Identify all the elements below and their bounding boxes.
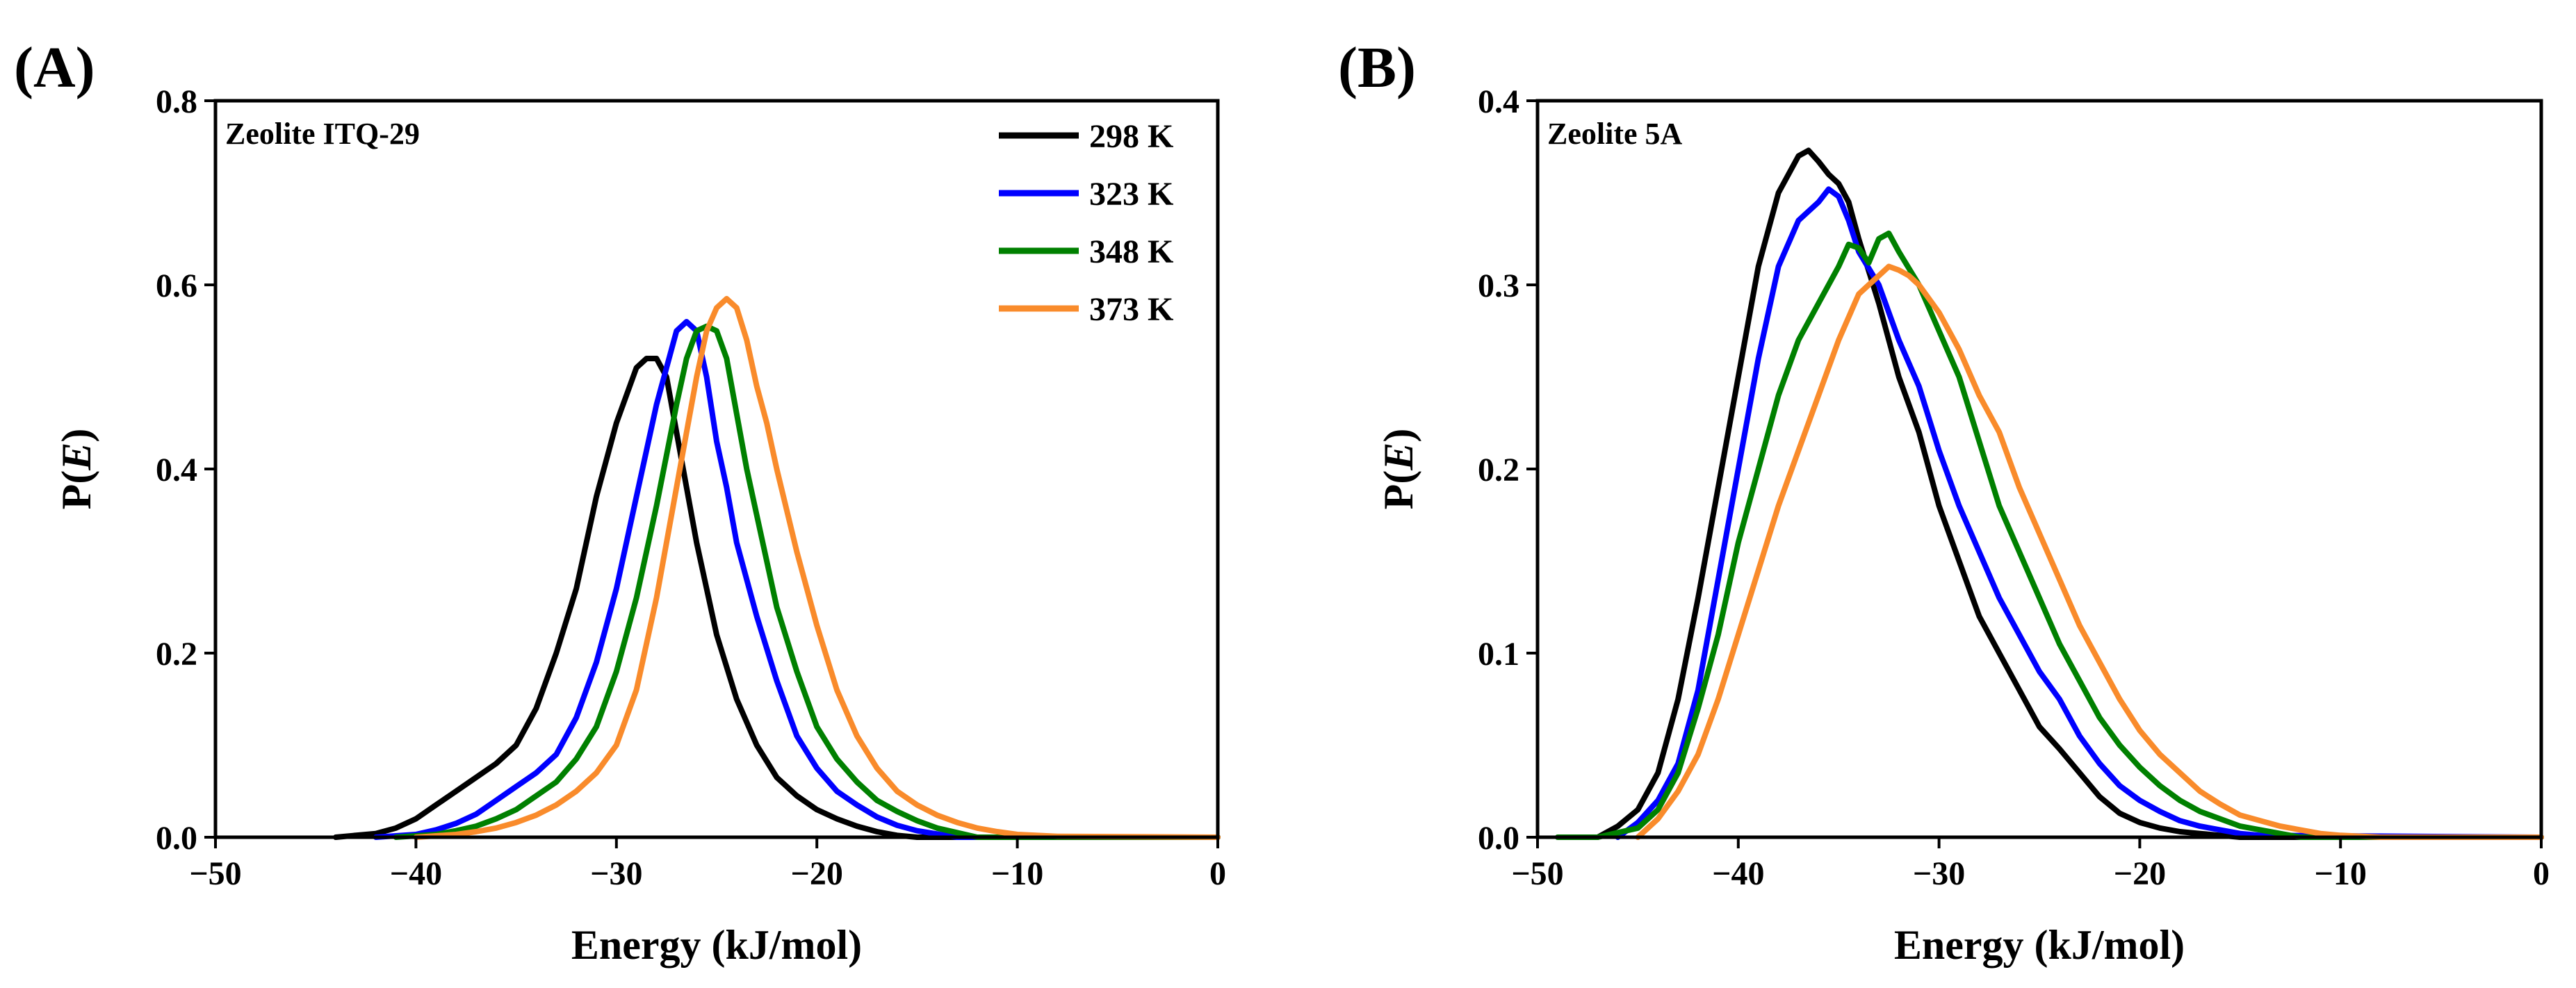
x-axis-title: Energy (kJ/mol) — [571, 922, 862, 968]
y-axis-title-prefix: P( — [1376, 470, 1421, 510]
y-tick-label: 0.6 — [156, 267, 197, 304]
series-line-298k — [1595, 147, 2544, 840]
panel-label: (A) — [14, 35, 95, 100]
series-lines — [333, 295, 1221, 840]
x-axis-title: Energy (kJ/mol) — [1894, 922, 2185, 968]
y-tick-label: 0.4 — [156, 452, 197, 488]
y-tick-label: 0.0 — [1478, 820, 1519, 857]
x-tick-label: −30 — [1913, 855, 1965, 892]
x-tick-label: −40 — [390, 855, 442, 892]
series-line-373k — [413, 295, 1221, 840]
y-tick-label: 0.0 — [156, 820, 197, 857]
legend-label: 298 K — [1089, 118, 1173, 155]
x-tick-label: −20 — [2114, 855, 2166, 892]
y-axis-title: P(E) — [54, 429, 99, 510]
series-lines — [1554, 147, 2544, 840]
x-tick-label: 0 — [1209, 855, 1226, 892]
y-tick-label: 0.8 — [156, 83, 197, 120]
legend-label: 373 K — [1089, 291, 1173, 328]
y-tick-label: 0.2 — [156, 636, 197, 673]
panel-label: (B) — [1338, 35, 1416, 100]
series-line-323k — [1615, 186, 2544, 840]
x-tick-label: −10 — [2315, 855, 2367, 892]
y-tick-label: 0.2 — [1478, 452, 1519, 488]
y-axis-title-prefix: P( — [54, 470, 99, 510]
x-tick-label: 0 — [2533, 855, 2550, 892]
y-axis-title-suffix: ) — [54, 429, 99, 443]
x-tick-label: −20 — [791, 855, 843, 892]
panel-1: (A) −50 −40 −30 −20 −10 0 0.0 0.2 0.4 0.6 0.8 Energy… — [14, 35, 1226, 968]
zeolite-annotation: Zeolite 5A — [1547, 117, 1683, 151]
y-axis-title-variable: E — [1376, 443, 1421, 471]
x-tick-label: −40 — [1712, 855, 1764, 892]
x-tick-label: −30 — [590, 855, 642, 892]
y-axis-title-suffix: ) — [1376, 429, 1421, 443]
x-tick-label: −10 — [991, 855, 1043, 892]
y-tick-label: 0.4 — [1478, 83, 1519, 120]
series-line-373k — [1635, 263, 2544, 840]
legend-label: 323 K — [1089, 176, 1173, 213]
y-tick-label: 0.1 — [1478, 636, 1519, 673]
y-axis-title: P(E) — [1376, 429, 1421, 510]
series-line-348k — [1554, 230, 2544, 840]
legend: 298 K 323 K 348 K 373 K — [999, 118, 1173, 328]
legend-label: 348 K — [1089, 233, 1173, 270]
series-line-323k — [373, 319, 1221, 840]
y-tick-label: 0.3 — [1478, 267, 1519, 304]
series-line-298k — [333, 356, 1221, 840]
x-tick-label: −50 — [1511, 855, 1563, 892]
zeolite-annotation: Zeolite ITQ-29 — [225, 117, 420, 151]
panel-2: (B) −50 −40 −30 −20 −10 0 0.0 0.1 0.2 0.3 0.4 Energy… — [1338, 35, 2550, 968]
y-axis-title-variable: E — [54, 443, 99, 471]
x-tick-label: −50 — [189, 855, 241, 892]
plot-frame — [213, 99, 1220, 839]
